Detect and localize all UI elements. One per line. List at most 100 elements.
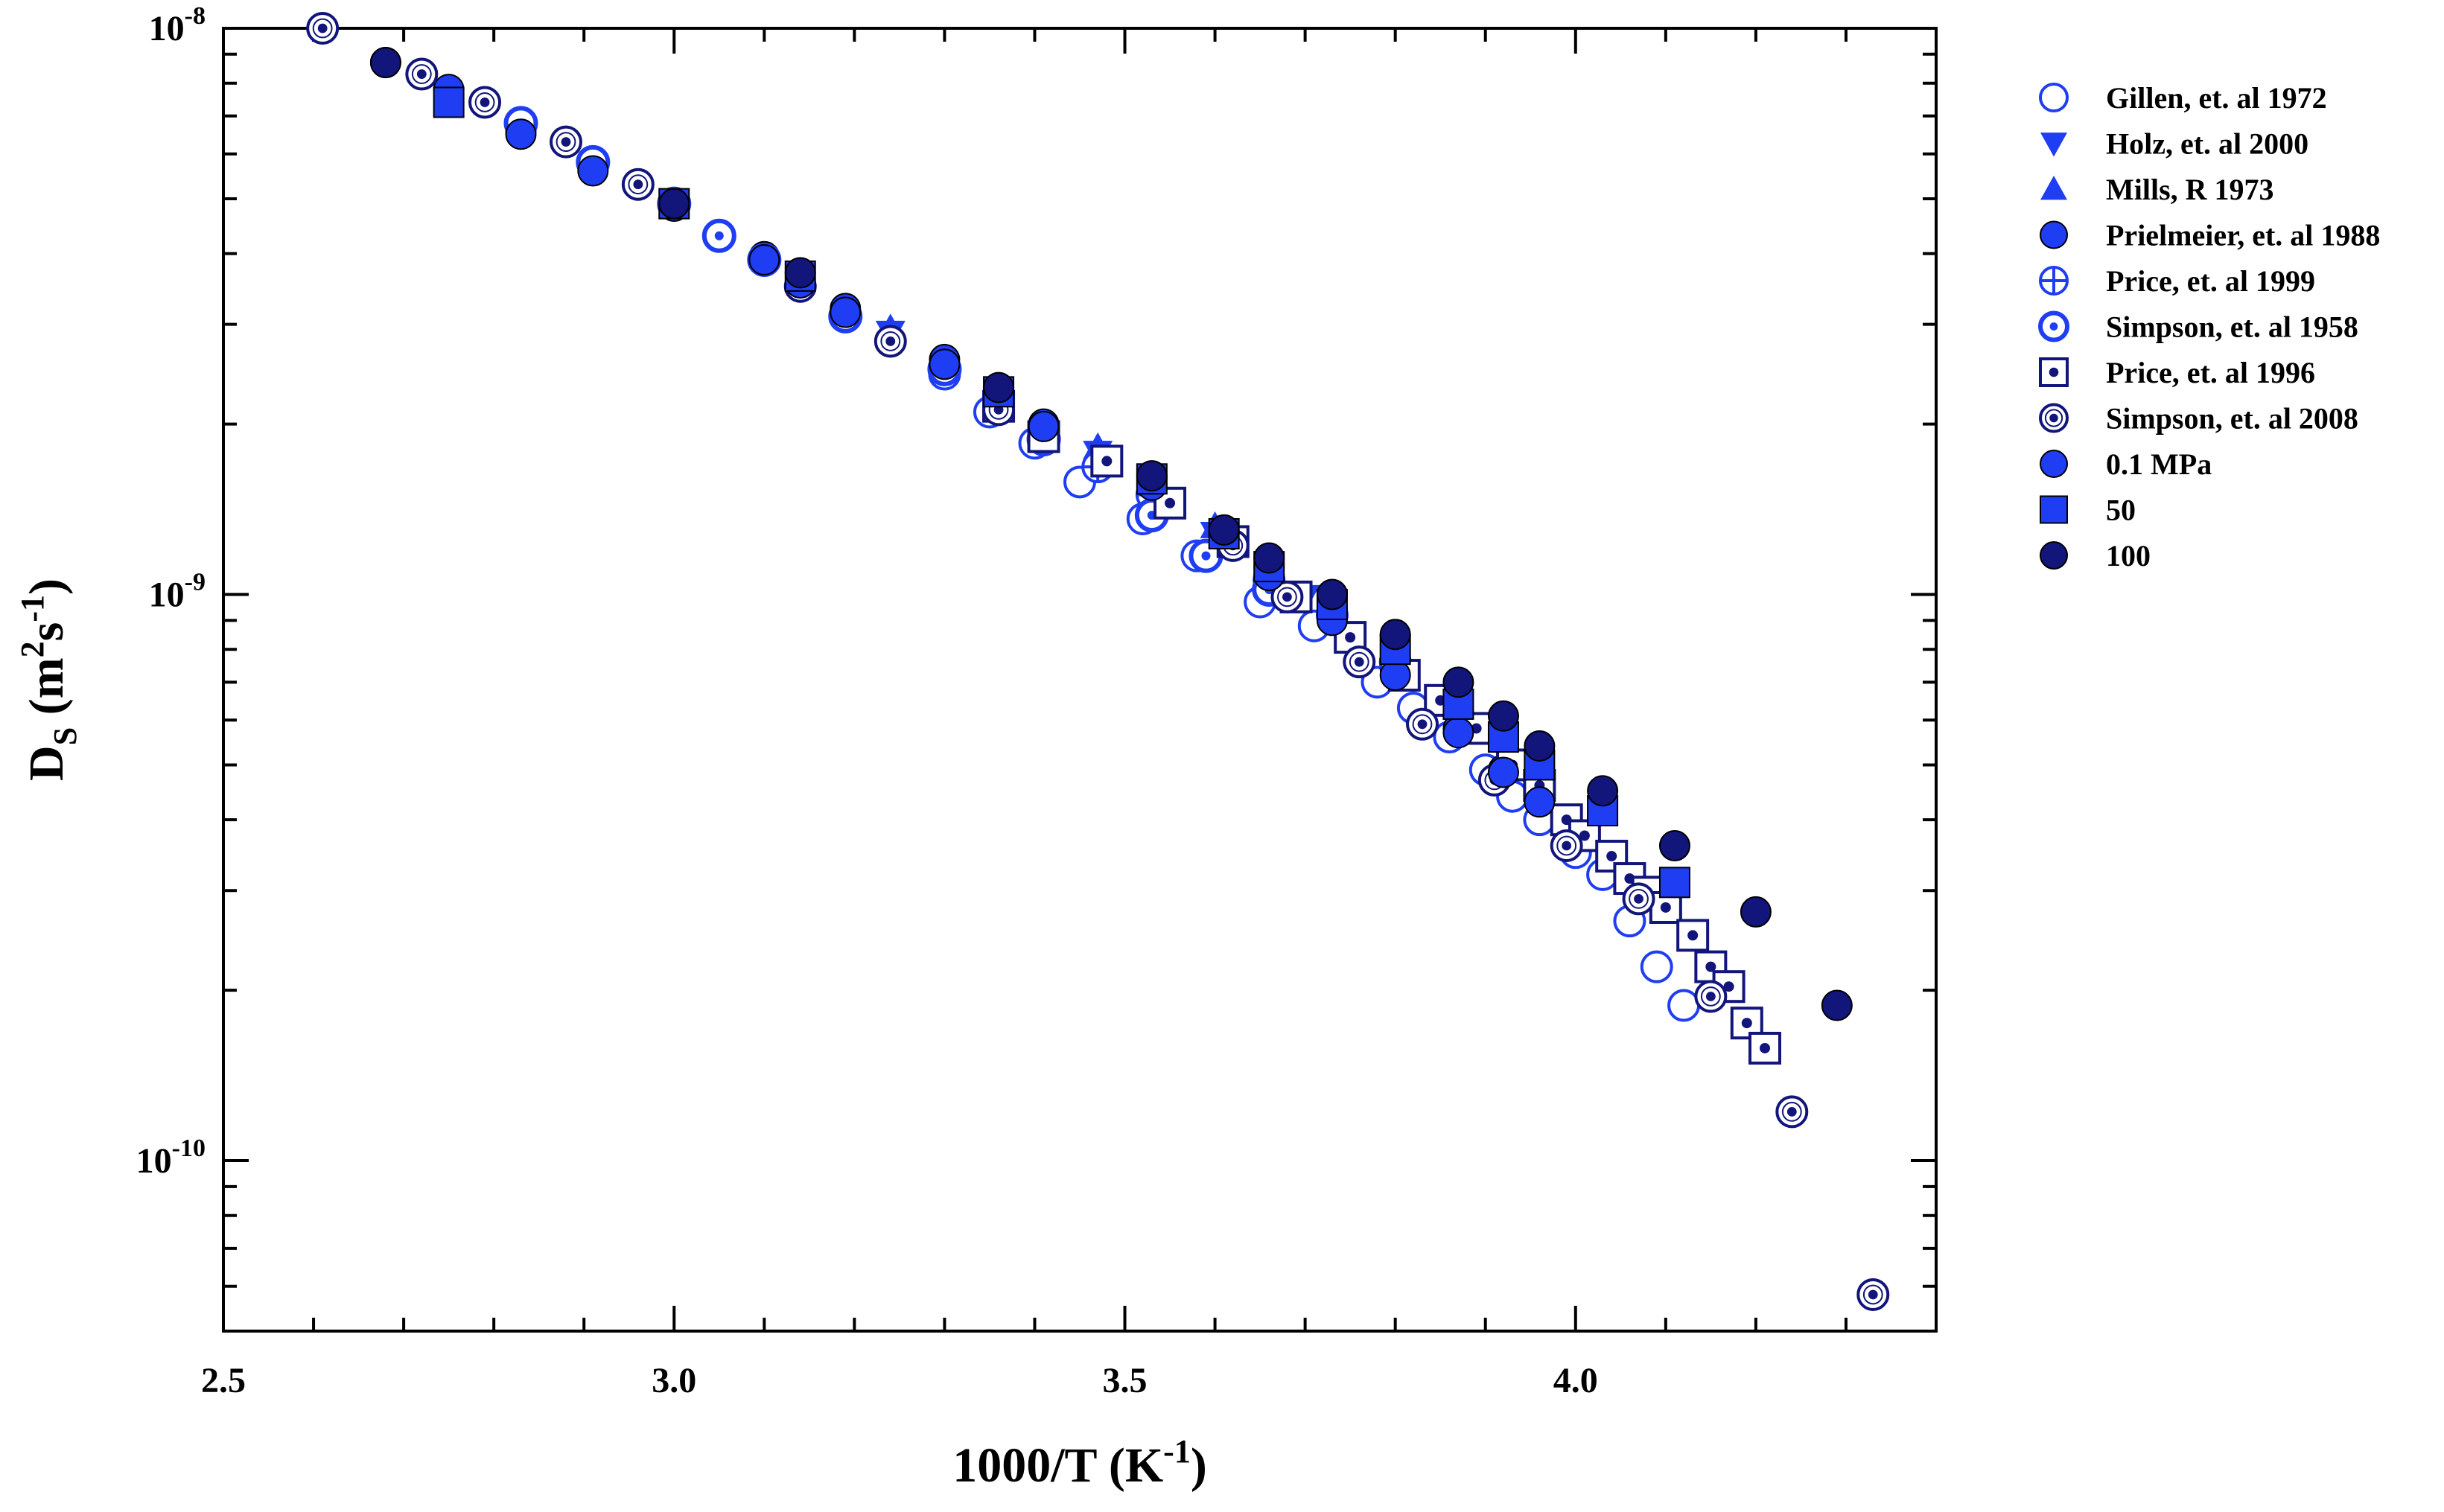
legend-item: Holz, et. al 2000 bbox=[2040, 127, 2308, 161]
legend-item: Price, et. al 1999 bbox=[2039, 264, 2315, 298]
legend-item: Simpson, et. al 2008 bbox=[2039, 402, 2358, 436]
legend-marker bbox=[2039, 83, 2069, 112]
data-point bbox=[1136, 460, 1168, 492]
legend-label: 0.1 MPa bbox=[2106, 447, 2212, 481]
marker-dot bbox=[633, 179, 643, 190]
marker bbox=[1821, 989, 1853, 1021]
marker bbox=[830, 296, 862, 328]
marker bbox=[2039, 83, 2069, 112]
legend-item: 0.1 MPa bbox=[2040, 447, 2212, 481]
data-point bbox=[784, 257, 816, 289]
marker-dot bbox=[1660, 902, 1671, 913]
marker bbox=[1524, 730, 1556, 762]
marker bbox=[1136, 460, 1168, 492]
marker bbox=[369, 46, 401, 78]
y-axis-title: DS (m2s-1) bbox=[14, 578, 83, 781]
marker bbox=[784, 257, 816, 289]
marker-dot bbox=[1417, 719, 1428, 730]
marker-dot bbox=[1201, 551, 1211, 561]
marker bbox=[1442, 666, 1474, 698]
legend-marker bbox=[2040, 133, 2067, 157]
marker bbox=[1524, 786, 1556, 818]
legend-label: Holz, et. al 2000 bbox=[2106, 127, 2308, 161]
data-point bbox=[929, 348, 961, 380]
legend: Gillen, et. al 1972 Holz, et. al 2000 Mill… bbox=[2038, 81, 2380, 572]
data-point bbox=[1658, 829, 1690, 861]
marker bbox=[1658, 867, 1690, 899]
marker-ring bbox=[1556, 835, 1577, 856]
data-point bbox=[1442, 666, 1474, 698]
x-axis: 2.5 3.0 3.5 4.0 bbox=[201, 28, 1938, 1400]
legend-marker bbox=[2040, 495, 2068, 524]
marker bbox=[1640, 950, 1673, 983]
data-point bbox=[1379, 619, 1411, 651]
y-axis: 10-8 10-9 10-10 bbox=[136, 2, 1936, 1333]
marker bbox=[1587, 775, 1619, 807]
marker-dot bbox=[885, 336, 896, 346]
y-tick-label: 10-9 bbox=[149, 569, 206, 615]
data-point bbox=[1740, 896, 1772, 928]
marker bbox=[2040, 541, 2068, 570]
x-tick-label: 3.5 bbox=[1103, 1361, 1148, 1400]
data-point bbox=[748, 244, 780, 276]
x-tick-label: 3.0 bbox=[652, 1361, 696, 1400]
marker-dot bbox=[416, 69, 427, 79]
data-point bbox=[1316, 578, 1348, 610]
legend-label: 50 bbox=[2106, 494, 2136, 527]
legend-marker bbox=[2039, 266, 2069, 296]
marker bbox=[658, 188, 690, 220]
marker-dot bbox=[1354, 657, 1364, 667]
data-point bbox=[1487, 756, 1519, 788]
marker-dot bbox=[480, 98, 490, 107]
marker-dot bbox=[1634, 893, 1643, 904]
marker-dot bbox=[1760, 1042, 1770, 1053]
x-axis-title: 1000/T (K-1) bbox=[952, 1433, 1207, 1493]
marker bbox=[1658, 829, 1690, 861]
legend-label: Prielmeier, et. al 1988 bbox=[2106, 219, 2380, 252]
x-tick-label: 4.0 bbox=[1553, 1361, 1598, 1400]
data-point bbox=[1343, 645, 1376, 679]
data-point bbox=[468, 86, 502, 119]
data-point bbox=[1712, 970, 1746, 1004]
data-point bbox=[1524, 730, 1556, 762]
y-tick-label: 10-8 bbox=[149, 2, 206, 48]
marker bbox=[1316, 578, 1348, 610]
data-point bbox=[1667, 989, 1701, 1022]
data-point bbox=[983, 371, 1015, 403]
legend-label: 100 bbox=[2106, 539, 2151, 572]
marker bbox=[1442, 717, 1474, 749]
data-point bbox=[550, 125, 582, 159]
legend-label: Gillen, et. al 1972 bbox=[2106, 81, 2327, 115]
marker-dot bbox=[1101, 456, 1113, 467]
marker-dot bbox=[1165, 497, 1176, 508]
marker-ring bbox=[1349, 651, 1369, 672]
data-point bbox=[1028, 410, 1060, 442]
data-point bbox=[369, 46, 401, 78]
marker-dot bbox=[1579, 830, 1590, 841]
data-point bbox=[1487, 700, 1519, 732]
data-point bbox=[306, 12, 340, 45]
data-point bbox=[1442, 717, 1474, 749]
series bbox=[928, 357, 1701, 1022]
marker-ring bbox=[2044, 409, 2063, 427]
data-point bbox=[1730, 1007, 1763, 1040]
series bbox=[369, 46, 1853, 1021]
legend-item: Mills, R 1973 bbox=[2040, 173, 2274, 206]
marker-dot bbox=[1741, 1018, 1752, 1029]
data-point bbox=[577, 155, 609, 187]
marker bbox=[1740, 896, 1772, 928]
marker-dot bbox=[561, 137, 571, 147]
marker-dot bbox=[2049, 367, 2059, 377]
series bbox=[433, 74, 1556, 815]
marker bbox=[2040, 133, 2067, 157]
data-point bbox=[1208, 514, 1240, 546]
legend-item: Price, et. al 1996 bbox=[2039, 356, 2315, 389]
data-point bbox=[1856, 1277, 1890, 1311]
data-point bbox=[621, 168, 655, 201]
plot-frame bbox=[222, 27, 1938, 1333]
legend-label: Simpson, et. al 1958 bbox=[2106, 310, 2358, 344]
data-point bbox=[1775, 1095, 1809, 1129]
legend-item: Gillen, et. al 1972 bbox=[2039, 81, 2327, 115]
data-point bbox=[1587, 775, 1619, 807]
